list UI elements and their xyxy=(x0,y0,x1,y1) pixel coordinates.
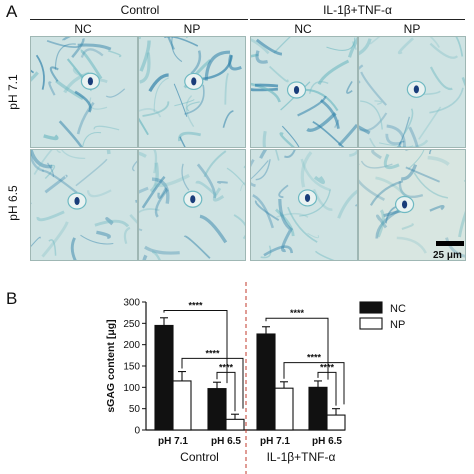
bracket-line xyxy=(163,310,228,384)
significance-bracket: **** xyxy=(265,308,329,380)
significance-label: **** xyxy=(320,362,335,372)
significance-bracket: **** xyxy=(283,353,345,405)
x-tick-label: pH 6.5 xyxy=(312,436,342,447)
bar-np xyxy=(274,387,294,431)
bar-np xyxy=(225,418,245,431)
bracket-line xyxy=(216,371,236,412)
bar-np xyxy=(326,414,346,431)
micrograph-r1-c3 xyxy=(250,36,358,148)
group-header-il: IL-1β+TNF-α xyxy=(323,3,392,17)
bracket-line xyxy=(181,357,244,409)
column-header-nc-control: NC xyxy=(74,22,92,36)
panel-b-label: B xyxy=(6,289,18,308)
group-underline-control xyxy=(30,19,248,20)
x-tick-label: pH 6.5 xyxy=(211,436,241,447)
column-header-np-control: NP xyxy=(183,22,201,36)
significance-bracket: **** xyxy=(216,362,236,412)
legend-label-np: NP xyxy=(390,319,405,331)
bar-nc xyxy=(207,388,227,431)
bar-nc xyxy=(256,333,276,431)
micrograph-r1-c1 xyxy=(30,36,138,148)
significance-label: **** xyxy=(219,362,234,372)
panel-a-label: A xyxy=(6,2,18,21)
group-label-il: IL-1β+TNF-α xyxy=(267,450,336,464)
row-label-ph71: pH 7.1 xyxy=(6,74,20,110)
chart-legend: NC NP xyxy=(359,301,406,331)
y-tick-label: 200 xyxy=(123,340,140,351)
bar-nc xyxy=(308,386,328,431)
scale-bar-label: 25 μm xyxy=(433,250,462,261)
column-header-np-il: NP xyxy=(403,22,421,36)
chart-bars xyxy=(154,317,346,431)
micrograph-r1-c2 xyxy=(138,36,246,148)
y-tick-label: 250 xyxy=(123,319,140,330)
y-tick-label: 50 xyxy=(129,404,141,415)
group-underline-il xyxy=(250,19,465,20)
significance-label: **** xyxy=(290,308,305,318)
y-tick-label: 150 xyxy=(123,362,140,373)
sgag-bar-chart: 0 50 100 150 200 250 300 sGAG content [μg] pH 7.… xyxy=(105,282,406,474)
significance-brackets: ************************ xyxy=(163,301,345,412)
significance-bracket: **** xyxy=(317,362,337,406)
scale-bar xyxy=(436,241,464,246)
significance-label: **** xyxy=(205,348,220,358)
micrograph-r2-c2 xyxy=(138,149,246,261)
legend-swatch-np xyxy=(359,317,383,330)
legend-swatch-nc xyxy=(359,301,383,314)
legend-label-nc: NC xyxy=(390,303,406,315)
significance-label: **** xyxy=(188,301,203,311)
bracket-line xyxy=(265,317,329,380)
bracket-line xyxy=(283,362,345,405)
row-label-ph65: pH 6.5 xyxy=(6,185,20,221)
bracket-line xyxy=(317,371,337,406)
bar-nc xyxy=(154,324,174,431)
bar-np xyxy=(172,380,192,431)
micrograph-r2-c1 xyxy=(30,149,138,261)
x-tick-label: pH 7.1 xyxy=(260,436,290,447)
significance-bracket: **** xyxy=(163,301,228,384)
y-tick-label: 0 xyxy=(134,426,140,437)
y-tick-label: 300 xyxy=(123,298,140,309)
y-tick-label: 100 xyxy=(123,383,140,394)
group-header-control: Control xyxy=(120,3,160,17)
column-header-nc-il: NC xyxy=(294,22,312,36)
significance-label: **** xyxy=(307,353,322,363)
group-label-control: Control xyxy=(180,450,219,464)
x-tick-label: pH 7.1 xyxy=(158,436,188,447)
y-axis-label: sGAG content [μg] xyxy=(105,319,117,412)
significance-bracket: **** xyxy=(181,348,244,409)
micrograph-r1-c4 xyxy=(358,36,466,148)
micrograph-r2-c3 xyxy=(250,149,358,261)
